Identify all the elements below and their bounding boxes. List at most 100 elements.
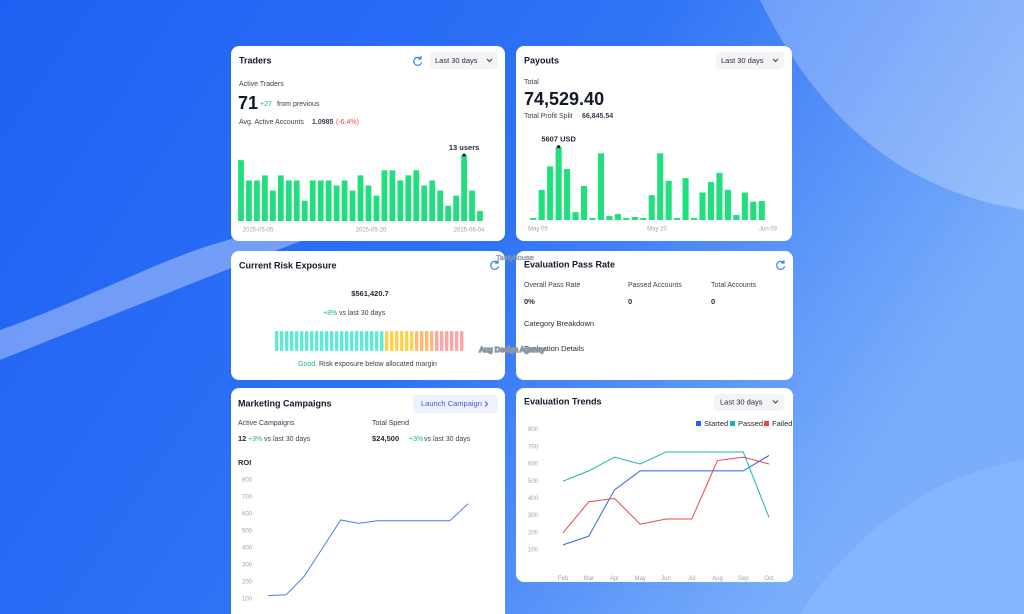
y-tick-label: 800 <box>528 427 539 433</box>
trends-card <box>516 388 793 582</box>
gauge-segment <box>360 331 364 351</box>
section-label: Evaluation Details <box>524 344 584 353</box>
bar <box>623 218 630 220</box>
range-dropdown[interactable] <box>714 394 784 411</box>
range-label: Last 30 days <box>721 56 764 65</box>
y-tick-label: 700 <box>528 444 539 450</box>
bar <box>238 160 244 221</box>
gauge-segment <box>315 331 319 351</box>
bar <box>657 153 664 220</box>
bar <box>365 185 372 221</box>
bar <box>707 182 715 220</box>
y-tick-label: 200 <box>528 530 539 536</box>
y-tick-label: 200 <box>242 580 253 586</box>
change: +3% <box>248 436 262 443</box>
refresh-icon[interactable] <box>776 260 786 270</box>
button-label: Launch Campaign <box>421 399 482 408</box>
bar <box>317 180 324 221</box>
section-label: Category Breakdown <box>524 319 594 328</box>
range-dropdown[interactable] <box>430 52 498 69</box>
gauge-segment <box>410 331 414 351</box>
range-dropdown[interactable] <box>716 52 784 69</box>
x-label: Jun 03 <box>759 227 778 233</box>
status-note: Risk exposure below allocated margin <box>319 361 437 368</box>
y-tick-label: 100 <box>242 597 253 603</box>
y-tick-label: 800 <box>242 478 253 484</box>
x-label: 2025-05-20 <box>356 228 387 234</box>
chevron <box>772 58 779 63</box>
bar <box>555 146 562 220</box>
bar <box>262 175 268 221</box>
gauge-segment <box>430 331 434 351</box>
chevron <box>772 400 779 404</box>
refresh-icon[interactable] <box>490 260 500 270</box>
card-title: Current Risk Exposure <box>239 260 337 270</box>
gauge-segment <box>370 331 374 351</box>
bar <box>530 218 537 220</box>
gauge-segment <box>350 331 354 351</box>
label: Active Traders <box>239 81 284 88</box>
x-label: 2025-05-05 <box>243 228 274 234</box>
gauge-segment <box>295 331 299 351</box>
gauge <box>275 331 464 351</box>
bar-marker <box>462 153 466 157</box>
bar <box>246 180 252 221</box>
legend-swatch <box>730 421 735 426</box>
card-title: Evaluation Pass Rate <box>524 259 615 269</box>
gauge-segment <box>380 331 384 351</box>
label: Overall Pass Rate <box>524 282 581 289</box>
bar <box>254 180 260 221</box>
line <box>562 456 770 534</box>
value: 74,529.40 <box>524 89 604 109</box>
card-title: Traders <box>239 55 272 65</box>
bar <box>733 215 740 220</box>
bar <box>606 216 613 220</box>
bar <box>682 178 689 220</box>
bar <box>674 218 681 220</box>
gauge-segment <box>355 331 359 351</box>
bar <box>373 195 380 221</box>
gauge-segment <box>455 331 459 351</box>
gauge-segment <box>460 331 464 351</box>
bar <box>445 205 452 221</box>
note: vs last 30 days <box>264 436 311 443</box>
label: Passed Accounts <box>628 282 682 289</box>
bar <box>547 166 554 220</box>
value: $24,500 <box>372 434 399 443</box>
launch-button[interactable] <box>413 395 498 413</box>
y-tick-label: 400 <box>242 546 253 552</box>
change: +3% <box>409 436 423 443</box>
gauge-segment <box>280 331 284 351</box>
marketing-card <box>231 388 505 614</box>
background-wave <box>800 460 1024 614</box>
bar <box>580 186 588 220</box>
background-wave <box>0 228 330 360</box>
y-tick-label: 600 <box>528 462 539 468</box>
x-tick-label: Jun <box>661 576 671 582</box>
gauge-segment <box>300 331 304 351</box>
y-tick-label: 500 <box>528 479 539 485</box>
gauge-segment <box>340 331 344 351</box>
x-tick-label: Aug <box>712 576 723 582</box>
x-tick-label: Jul <box>688 576 696 582</box>
gauge-segment <box>365 331 369 351</box>
gauge-segment <box>305 331 309 351</box>
line <box>562 451 770 518</box>
gauge-segment <box>345 331 349 351</box>
bar <box>301 200 308 221</box>
gauge-segment <box>310 331 314 351</box>
gauge-segment <box>275 331 279 351</box>
bar <box>349 190 356 221</box>
chevron <box>486 58 493 63</box>
legend-swatch <box>764 421 769 426</box>
bar <box>477 210 483 221</box>
change: +8% <box>323 310 337 317</box>
bar <box>665 180 672 220</box>
value: 66,845.54 <box>582 113 613 120</box>
refresh-icon[interactable] <box>413 56 423 66</box>
bar <box>421 185 428 221</box>
legend-label: Failed <box>772 419 792 428</box>
watermark: Aug Design Agency <box>479 345 545 354</box>
y-tick-label: 600 <box>242 512 253 518</box>
